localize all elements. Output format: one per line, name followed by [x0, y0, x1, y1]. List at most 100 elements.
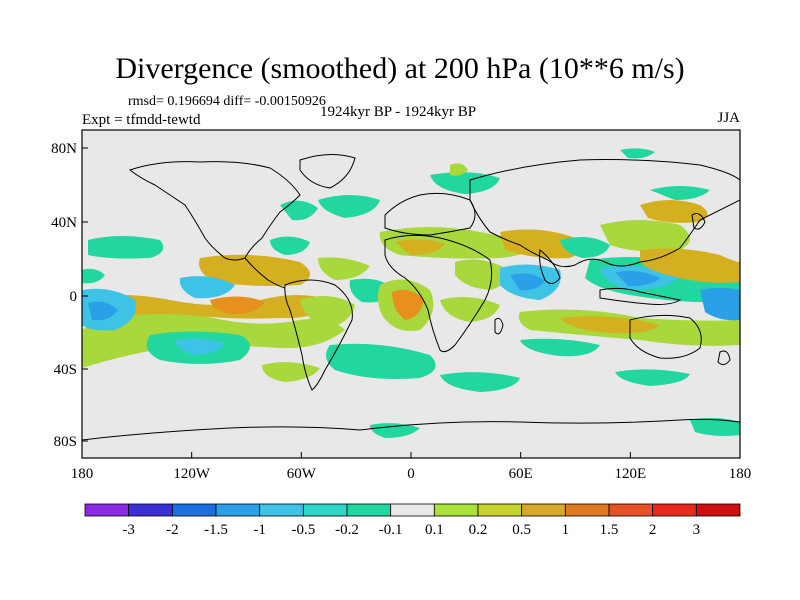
y-tick-label: 40N	[51, 215, 77, 231]
x-tick-label: 120E	[614, 466, 646, 482]
colorbar-swatch	[171, 503, 217, 517]
colorbar-label: -0.1	[379, 522, 403, 538]
x-tick-label: 180	[71, 466, 94, 482]
stats-label: rmsd= 0.196694 diff= -0.00150926	[128, 94, 326, 109]
contour-negative	[700, 288, 740, 321]
coastline-africa	[384, 234, 493, 353]
contour-negative	[88, 236, 164, 259]
colorbar-label: 1.5	[600, 522, 619, 538]
coastline-north-america	[128, 161, 301, 261]
colorbar-swatch	[346, 503, 392, 517]
colorbar-label: -3	[122, 522, 135, 538]
colorbar-swatch	[302, 503, 348, 517]
contour-positive	[210, 296, 265, 315]
x-tick-label: 60W	[287, 466, 317, 482]
coastline-indonesia	[599, 287, 682, 305]
contour-positive	[450, 163, 468, 176]
colorbar-swatch	[128, 503, 173, 517]
colorbar-swatch	[259, 503, 304, 517]
contour-negative	[520, 338, 600, 357]
coastline-asia	[469, 159, 740, 268]
coastline-south-america	[284, 279, 353, 391]
contour-negative	[280, 200, 318, 221]
contour-positive	[500, 229, 582, 259]
colorbar-swatch	[433, 503, 479, 517]
colorbar-label: -1.5	[204, 522, 228, 538]
y-tick-label: 80N	[51, 141, 77, 157]
contour-positive	[318, 257, 370, 280]
x-tick-label: 180	[729, 466, 752, 482]
colorbar-swatch	[390, 503, 435, 517]
contour-negative	[175, 338, 225, 355]
contour-positive	[300, 296, 355, 328]
contour-negative	[440, 372, 520, 392]
contour-negative	[615, 270, 660, 287]
contour-negative	[430, 172, 500, 194]
colorbar-label: 0.2	[469, 522, 488, 538]
contour-negative	[82, 268, 105, 284]
colorbar-label: -0.2	[335, 522, 359, 538]
x-tick-label: 60E	[509, 466, 533, 482]
contour-negative	[179, 276, 235, 299]
contour-positive	[640, 200, 708, 223]
coastline-central-america	[244, 257, 286, 289]
x-tick-label: 0	[407, 466, 415, 482]
colorbar-swatch	[608, 503, 654, 517]
colorbar-label: 0.5	[512, 522, 531, 538]
coastlines	[82, 154, 740, 441]
contour-positive	[640, 248, 740, 283]
contour-negative	[88, 301, 118, 321]
colorbar: -3 -2 -1.5 -1 -0.5 -0.2 -0.1 0.1 0.2 0.5 1 1.5 2 3	[84, 503, 741, 538]
contour-positive	[262, 362, 320, 382]
y-axis: 80N 40N 0 40S 80S	[51, 141, 88, 450]
contour-negative	[650, 186, 710, 200]
map-title: Divergence (smoothed) at 200 hPa (10**6 …	[115, 52, 685, 85]
y-tick-label: 80S	[54, 434, 77, 450]
colorbar-label: 2	[649, 522, 657, 538]
colorbar-label: 3	[693, 522, 701, 538]
contour-negative	[370, 423, 420, 438]
contour-positive	[455, 259, 506, 290]
contour-negative	[510, 273, 545, 291]
contour-negative	[690, 417, 740, 436]
coastline-india	[539, 249, 561, 284]
colorbar-label: -1	[253, 522, 266, 538]
colorbar-swatch	[564, 503, 610, 517]
contour-positive	[560, 316, 660, 334]
colorbar-label: 1	[562, 522, 570, 538]
season-label: JJA	[717, 110, 740, 126]
contour-negative	[620, 148, 655, 159]
colorbar-label: -2	[166, 522, 179, 538]
coastline-madagascar	[494, 317, 504, 335]
y-tick-label: 40S	[54, 362, 77, 378]
coastline-greenland	[299, 154, 356, 189]
period-label: 1924kyr BP - 1924kyr BP	[320, 104, 477, 120]
colorbar-swatch	[521, 503, 566, 517]
contour-negative	[326, 343, 436, 379]
contour-negative	[318, 195, 380, 218]
experiment-label: Expt = tfmdd-tewtd	[82, 112, 201, 128]
coastline-antarctica	[82, 418, 740, 441]
divergence-field	[82, 148, 740, 438]
coastline-japan	[691, 213, 706, 230]
colorbar-label: 0.1	[425, 522, 444, 538]
contour-positive	[392, 289, 424, 320]
contour-negative	[560, 236, 610, 258]
contour-positive	[82, 295, 330, 320]
colorbar-label: -0.5	[291, 522, 315, 538]
colorbar-swatch	[215, 503, 261, 517]
x-tick-label: 120W	[173, 466, 211, 482]
colorbar-swatch	[695, 503, 741, 517]
contour-negative	[270, 236, 310, 255]
contour-negative	[615, 369, 690, 386]
colorbar-swatch	[84, 503, 130, 517]
coastline-new-zealand	[717, 350, 731, 366]
y-tick-label: 0	[70, 289, 78, 305]
colorbar-swatch	[652, 503, 697, 517]
coastline-australia	[629, 314, 702, 359]
contour-positive	[600, 220, 690, 252]
coastline-europe	[384, 192, 476, 236]
colorbar-swatch	[477, 503, 523, 517]
x-axis: 180 120W 60W 0 60E 120E 180	[71, 452, 752, 482]
